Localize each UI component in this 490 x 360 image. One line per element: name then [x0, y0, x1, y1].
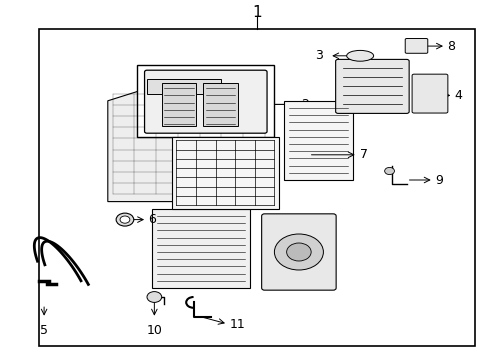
- Text: 10: 10: [147, 324, 162, 337]
- Text: 8: 8: [447, 40, 455, 53]
- Bar: [162, 83, 196, 126]
- FancyBboxPatch shape: [145, 70, 267, 133]
- Text: 2: 2: [301, 98, 309, 111]
- Text: 3: 3: [316, 49, 323, 62]
- Text: 5: 5: [40, 324, 48, 337]
- Circle shape: [147, 292, 162, 302]
- Bar: [39, 29, 475, 346]
- Text: 1: 1: [252, 5, 262, 20]
- Text: 9: 9: [435, 174, 443, 186]
- Circle shape: [116, 213, 134, 226]
- Circle shape: [274, 234, 323, 270]
- Text: 7: 7: [360, 148, 368, 161]
- Circle shape: [120, 216, 130, 223]
- Bar: [147, 79, 220, 94]
- FancyBboxPatch shape: [405, 39, 428, 53]
- Circle shape: [287, 243, 311, 261]
- Bar: [172, 137, 279, 209]
- Bar: [203, 83, 238, 126]
- Bar: [137, 65, 274, 137]
- FancyBboxPatch shape: [262, 214, 336, 290]
- FancyBboxPatch shape: [412, 74, 448, 113]
- Text: 4: 4: [455, 89, 463, 102]
- Bar: [152, 209, 250, 288]
- Circle shape: [385, 167, 394, 175]
- FancyBboxPatch shape: [336, 59, 409, 113]
- Text: 11: 11: [229, 318, 245, 331]
- Ellipse shape: [346, 50, 374, 61]
- Text: 6: 6: [148, 213, 156, 226]
- Bar: [284, 101, 353, 180]
- Polygon shape: [108, 79, 270, 202]
